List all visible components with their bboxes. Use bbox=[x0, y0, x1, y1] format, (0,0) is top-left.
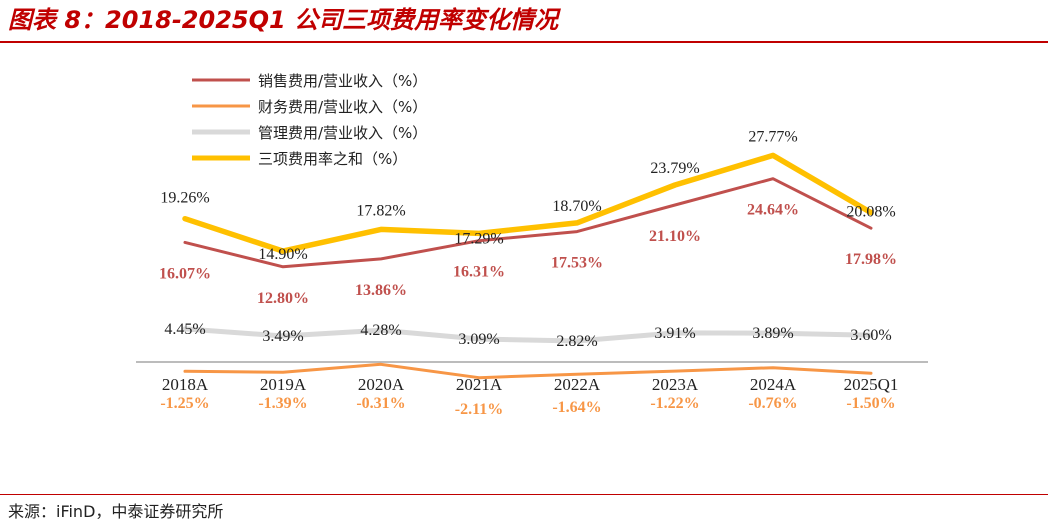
data-label-sales-3: 16.31% bbox=[453, 264, 505, 281]
data-label-total-3: 17.29% bbox=[454, 230, 503, 247]
data-label-admin-3: 3.09% bbox=[458, 331, 499, 348]
data-label-sales-5: 21.10% bbox=[649, 228, 701, 245]
chart-title: 图表 8：2018-2025Q1 公司三项费用率变化情况 bbox=[8, 6, 559, 34]
data-label-admin-6: 3.89% bbox=[752, 325, 793, 342]
x-tick-label-7: 2025Q1 bbox=[844, 375, 899, 394]
data-label-total-5: 23.79% bbox=[650, 160, 699, 177]
footer-divider bbox=[0, 494, 1048, 495]
data-label-admin-4: 2.82% bbox=[556, 333, 597, 350]
data-label-admin-1: 3.49% bbox=[262, 328, 303, 345]
legend-label-total: 三项费用率之和（%） bbox=[258, 150, 407, 168]
x-tick-label-1: 2019A bbox=[260, 375, 307, 394]
data-label-finance-7: -1.50% bbox=[846, 395, 895, 412]
data-label-finance-4: -1.64% bbox=[552, 399, 601, 416]
series-line-total bbox=[182, 152, 874, 254]
data-label-admin-0: 4.45% bbox=[164, 321, 205, 338]
data-label-total-2: 17.82% bbox=[356, 202, 405, 219]
data-label-sales-6: 24.64% bbox=[747, 202, 799, 219]
data-label-total-0: 19.26% bbox=[160, 190, 209, 207]
data-label-admin-5: 3.91% bbox=[654, 325, 695, 342]
data-label-total-6: 27.77% bbox=[748, 128, 797, 145]
series-line-sales bbox=[183, 177, 873, 269]
data-label-admin-7: 3.60% bbox=[850, 327, 891, 344]
legend-label-finance: 财务费用/营业收入（%） bbox=[258, 98, 427, 116]
data-label-total-4: 18.70% bbox=[552, 198, 601, 215]
x-tick-label-0: 2018A bbox=[162, 375, 209, 394]
data-label-sales-1: 12.80% bbox=[257, 290, 309, 307]
data-label-finance-3: -2.11% bbox=[455, 401, 503, 418]
data-label-finance-5: -1.22% bbox=[650, 395, 699, 412]
title-divider bbox=[0, 41, 1048, 43]
data-label-finance-1: -1.39% bbox=[258, 395, 307, 412]
legend-label-sales: 销售费用/营业收入（%） bbox=[258, 72, 427, 90]
x-tick-label-2: 2020A bbox=[358, 375, 405, 394]
source-note: 来源：iFinD，中泰证券研究所 bbox=[8, 502, 224, 521]
data-label-sales-0: 16.07% bbox=[159, 265, 211, 282]
x-tick-label-3: 2021A bbox=[456, 375, 503, 394]
legend-label-admin: 管理费用/营业收入（%） bbox=[258, 124, 427, 142]
data-label-sales-7: 17.98% bbox=[845, 251, 897, 268]
x-tick-label-6: 2024A bbox=[750, 375, 797, 394]
series-line-admin bbox=[182, 326, 874, 344]
data-label-finance-6: -0.76% bbox=[748, 395, 797, 412]
data-label-sales-2: 13.86% bbox=[355, 282, 407, 299]
x-tick-label-5: 2023A bbox=[652, 375, 699, 394]
data-label-sales-4: 17.53% bbox=[551, 255, 603, 272]
data-label-total-7: 20.08% bbox=[846, 204, 895, 221]
series-line-finance bbox=[183, 362, 873, 380]
data-label-total-1: 14.90% bbox=[258, 246, 307, 263]
data-label-admin-2: 4.28% bbox=[360, 322, 401, 339]
data-label-finance-2: -0.31% bbox=[356, 395, 405, 412]
x-tick-label-4: 2022A bbox=[554, 375, 601, 394]
data-label-finance-0: -1.25% bbox=[160, 395, 209, 412]
